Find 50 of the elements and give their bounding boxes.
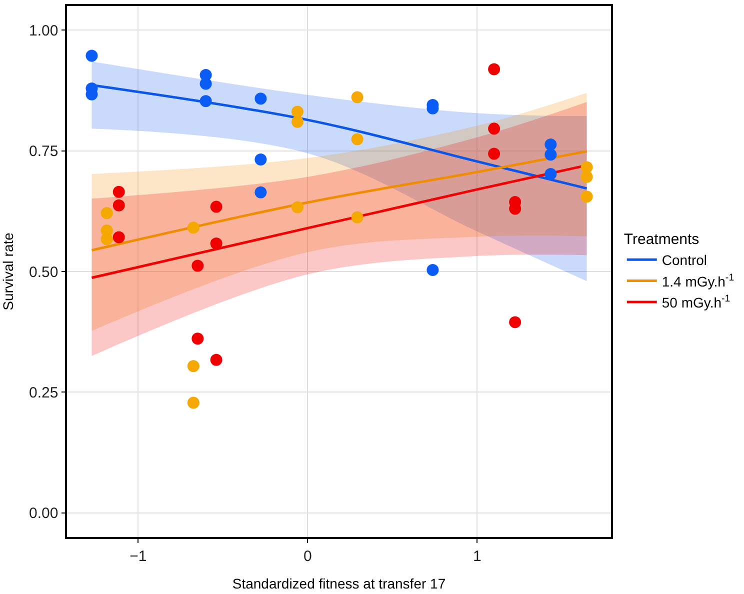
point bbox=[100, 207, 113, 220]
x-tick-label: 1 bbox=[472, 548, 482, 565]
legend-title: Treatments bbox=[624, 231, 700, 248]
point bbox=[187, 222, 200, 234]
x-tick-label: 0 bbox=[303, 548, 312, 565]
point bbox=[509, 316, 522, 328]
point bbox=[580, 170, 593, 183]
point bbox=[580, 190, 593, 203]
point bbox=[100, 233, 113, 246]
point bbox=[112, 199, 125, 212]
point bbox=[112, 231, 125, 244]
y-tick-label: 0.50 bbox=[29, 264, 58, 281]
point bbox=[210, 200, 222, 213]
point bbox=[86, 50, 98, 62]
point bbox=[488, 148, 500, 160]
y-axis-title: Survival rate bbox=[0, 232, 16, 310]
legend-label: 50 mGy.h$^{-1}$ bbox=[662, 294, 730, 310]
x-tick-label: −1 bbox=[130, 548, 147, 565]
point bbox=[254, 154, 267, 166]
point bbox=[351, 133, 364, 146]
point bbox=[254, 186, 267, 198]
point bbox=[488, 63, 500, 76]
point bbox=[200, 95, 212, 108]
point bbox=[192, 332, 204, 345]
point bbox=[254, 92, 267, 105]
point bbox=[544, 148, 557, 161]
point bbox=[351, 211, 364, 224]
x-axis-title: Standardized fitness at transfer 17 bbox=[232, 576, 446, 592]
y-tick-label: 0.00 bbox=[29, 505, 58, 522]
point bbox=[426, 264, 439, 276]
point bbox=[351, 91, 364, 104]
point bbox=[488, 122, 500, 135]
point bbox=[192, 260, 204, 272]
point bbox=[291, 116, 304, 128]
point bbox=[291, 106, 304, 118]
y-tick-label: 1.00 bbox=[29, 22, 58, 40]
point bbox=[112, 186, 125, 198]
point bbox=[544, 168, 557, 180]
line-series bbox=[90, 150, 588, 252]
point bbox=[187, 360, 200, 372]
point bbox=[210, 238, 222, 250]
legend-label: Control bbox=[662, 252, 708, 268]
point bbox=[187, 396, 200, 409]
legend-label: 1.4 mGy.h$^{-1}$ bbox=[662, 272, 734, 290]
y-tick-label: 0.75 bbox=[29, 143, 58, 160]
point bbox=[200, 78, 212, 90]
point bbox=[544, 138, 557, 151]
y-tick-label: 0.25 bbox=[29, 384, 58, 402]
point bbox=[291, 201, 304, 214]
point bbox=[210, 354, 222, 366]
